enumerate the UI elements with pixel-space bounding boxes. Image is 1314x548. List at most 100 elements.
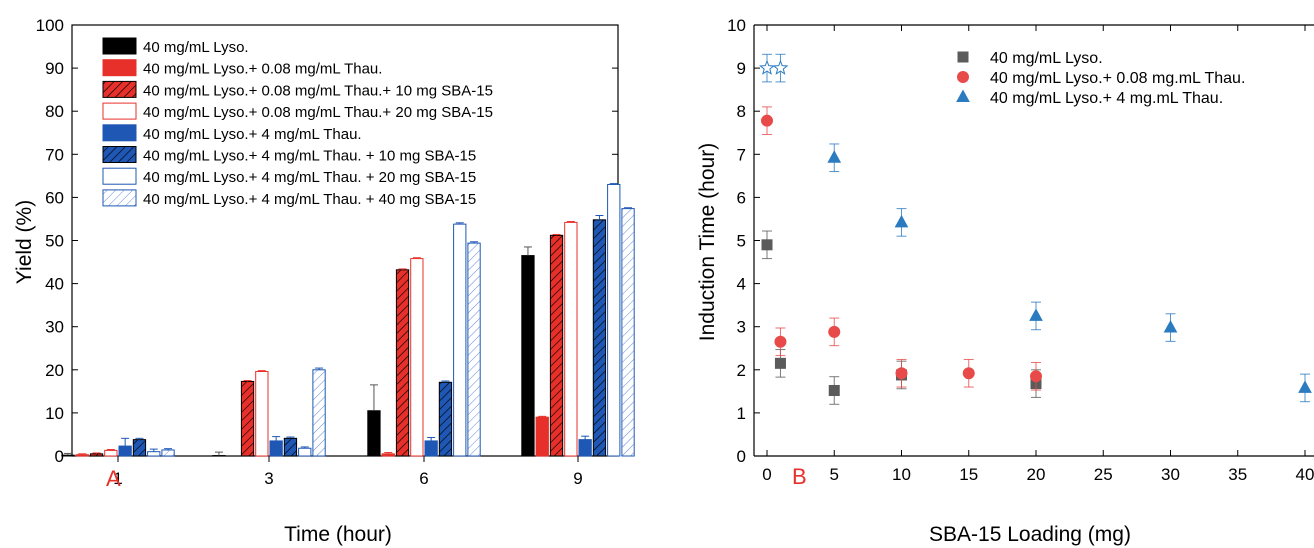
point-square bbox=[828, 384, 840, 396]
bar bbox=[395, 269, 410, 457]
legend-label: 40 mg/mL Lyso.+ 4 mg/mL Thau. + 10 mg SB… bbox=[143, 148, 476, 165]
bar bbox=[521, 255, 535, 457]
y-tick-label: 2 bbox=[737, 361, 746, 380]
bar bbox=[381, 453, 395, 457]
bar bbox=[578, 439, 592, 457]
y-tick-label: 50 bbox=[45, 232, 64, 251]
y-tick-label: 10 bbox=[45, 404, 64, 423]
y-tick-label: 20 bbox=[45, 361, 64, 380]
legend-swatch bbox=[102, 80, 137, 98]
chart-a-legend: 40 mg/mL Lyso. 40 mg/mL Lyso.+ 0.08 mg/mL… bbox=[102, 37, 493, 208]
y-tick-label: 10 bbox=[727, 16, 746, 35]
y-tick-label: 100 bbox=[36, 16, 64, 35]
legend-swatch bbox=[102, 167, 137, 185]
point-triangle bbox=[894, 214, 909, 228]
point-square bbox=[774, 357, 786, 369]
y-tick-label: 80 bbox=[45, 102, 64, 121]
x-tick-label: 40 bbox=[1296, 465, 1314, 484]
bar bbox=[438, 381, 453, 457]
legend-label: 40 mg/mL Lyso. bbox=[143, 39, 249, 56]
point-triangle bbox=[827, 150, 842, 163]
point-circle bbox=[957, 71, 969, 83]
x-tick-label: 9 bbox=[573, 469, 582, 488]
legend-label: 40 mg/mL Lyso. bbox=[990, 50, 1103, 67]
point-circle bbox=[761, 114, 773, 127]
x-tick-label: 30 bbox=[1161, 465, 1180, 484]
chart-a-x-axis-label: Time (hour) bbox=[284, 523, 392, 546]
legend-label: 40 mg/mL Lyso.+ 4 mg.mL Thau. bbox=[990, 90, 1223, 107]
bar bbox=[61, 454, 75, 457]
y-tick-label: 9 bbox=[737, 59, 746, 78]
x-tick-label: 25 bbox=[1094, 465, 1113, 484]
legend-label: 40 mg/mL Lyso.+ 0.08 mg/mL Thau. bbox=[143, 61, 382, 78]
chart-a: 0 10 20 30 40 50 60 70 80 90 100 1 3 6 9 40 mg/mL Lyso… bbox=[13, 16, 635, 546]
point-triangle bbox=[1163, 320, 1178, 333]
bar bbox=[453, 223, 467, 457]
bar bbox=[298, 447, 312, 457]
x-tick-label: 6 bbox=[419, 469, 428, 488]
chart-a-bars bbox=[61, 183, 635, 457]
y-tick-label: 70 bbox=[45, 145, 64, 164]
y-tick-label: 1 bbox=[737, 404, 746, 423]
bar bbox=[104, 449, 118, 457]
y-tick-label: 40 bbox=[45, 275, 64, 294]
chart-b-axes: 0 1 2 3 4 5 6 7 8 9 10 0 5 10 15 20 25 30 35 40 bbox=[727, 16, 1314, 484]
point-circle bbox=[895, 367, 908, 380]
legend-swatch bbox=[102, 59, 137, 77]
chart-a-y-axis-label: Yield (%) bbox=[13, 200, 36, 284]
legend-swatch bbox=[102, 124, 137, 142]
x-tick-label: 35 bbox=[1228, 465, 1247, 484]
point-circle bbox=[828, 325, 841, 338]
y-tick-label: 8 bbox=[737, 102, 746, 121]
point-triangle bbox=[1298, 380, 1312, 393]
legend-label: 40 mg/mL Lyso.+ 4 mg/mL Thau. bbox=[143, 126, 362, 143]
bar bbox=[467, 242, 481, 457]
point-square bbox=[957, 51, 969, 63]
bar bbox=[75, 454, 89, 457]
y-tick-label: 90 bbox=[45, 59, 64, 78]
legend-label: 40 mg/mL Lyso.+ 0.08 mg.mL Thau. bbox=[990, 70, 1245, 87]
x-tick-label: 5 bbox=[830, 465, 839, 484]
y-tick-label: 0 bbox=[55, 447, 64, 466]
x-tick-label: 0 bbox=[762, 465, 771, 484]
point-circle bbox=[774, 335, 787, 348]
chart-b-x-axis-label: SBA-15 Loading (mg) bbox=[929, 523, 1131, 546]
chart-a-panel-label: A bbox=[106, 466, 121, 491]
y-tick-label: 5 bbox=[737, 232, 746, 251]
point-triangle bbox=[956, 89, 970, 102]
bar bbox=[269, 440, 283, 457]
bar bbox=[592, 219, 607, 457]
y-tick-label: 60 bbox=[45, 188, 64, 207]
legend-label: 40 mg/mL Lyso.+ 0.08 mg/mL Thau.+ 20 mg … bbox=[143, 104, 493, 121]
point-square bbox=[761, 239, 773, 251]
bar bbox=[621, 208, 635, 457]
bar bbox=[255, 371, 269, 457]
y-tick-label: 7 bbox=[737, 145, 746, 164]
x-tick-label: 10 bbox=[892, 465, 911, 484]
y-tick-label: 4 bbox=[737, 275, 746, 294]
legend-label: 40 mg/mL Lyso.+ 4 mg/mL Thau. + 40 mg SB… bbox=[143, 191, 476, 208]
legend-swatch bbox=[102, 37, 137, 55]
bar bbox=[367, 410, 381, 457]
x-tick-label: 1 bbox=[113, 469, 122, 488]
y-tick-label: 0 bbox=[737, 447, 746, 466]
legend-label: 40 mg/mL Lyso.+ 0.08 mg/mL Thau.+ 10 mg … bbox=[143, 82, 493, 99]
y-tick-label: 6 bbox=[737, 188, 746, 207]
bar bbox=[147, 451, 161, 457]
bar bbox=[132, 439, 147, 457]
bar bbox=[283, 437, 298, 457]
bar bbox=[535, 416, 549, 457]
chart-b: 0 1 2 3 4 5 6 7 8 9 10 0 5 10 15 20 25 30 35 40 40 mg/mL Ly… bbox=[696, 16, 1314, 546]
bar bbox=[118, 445, 132, 457]
legend-label: 40 mg/mL Lyso.+ 4 mg/mL Thau. + 20 mg SB… bbox=[143, 169, 476, 186]
legend-swatch bbox=[102, 146, 137, 163]
bar bbox=[564, 221, 578, 457]
chart-b-points bbox=[759, 53, 1312, 405]
point-triangle bbox=[1029, 308, 1043, 321]
chart-a-axes: 0 10 20 30 40 50 60 70 80 90 100 1 3 6 9 bbox=[36, 16, 619, 488]
bar bbox=[549, 234, 564, 457]
x-tick-label: 3 bbox=[264, 469, 273, 488]
legend-swatch bbox=[102, 102, 137, 120]
point-star bbox=[772, 59, 789, 75]
